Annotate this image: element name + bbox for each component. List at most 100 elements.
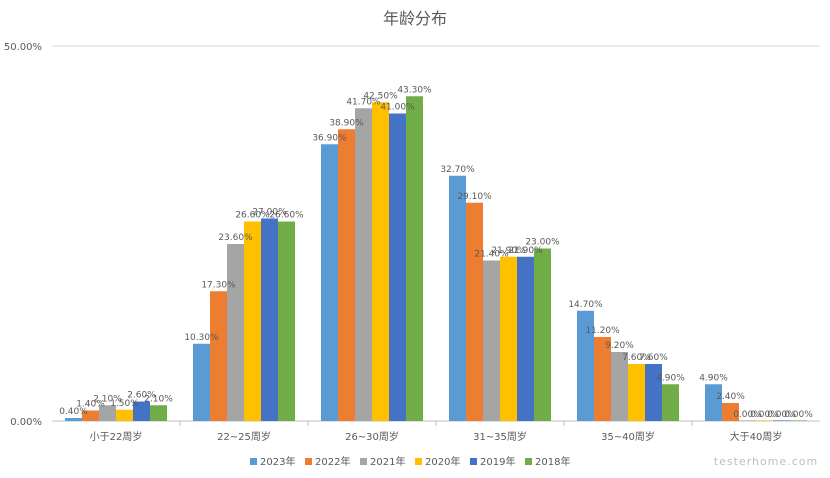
data-label: 32.70% (440, 165, 475, 175)
category-labels-layer: 小于22周岁 22~25周岁 26~30周岁 31~35周岁 35~40周岁 大于40周岁 (90, 430, 783, 443)
legend-swatch (525, 458, 532, 465)
bar (773, 420, 790, 421)
data-label: 42.50% (363, 91, 398, 101)
bar (483, 260, 500, 421)
data-label: 11.20% (585, 326, 620, 336)
x-tick-label: 26~30周岁 (345, 430, 399, 443)
data-label: 0.00% (750, 410, 779, 420)
legend-swatch (360, 458, 367, 465)
data-label: 29.10% (457, 192, 492, 202)
bars-layer (65, 96, 807, 426)
bar (628, 364, 645, 421)
bar (406, 96, 423, 421)
legend-swatch (250, 458, 257, 465)
data-label: 2.10% (93, 394, 122, 404)
bar (517, 256, 534, 421)
bar (662, 384, 679, 421)
bar (65, 418, 82, 421)
data-label: 4.90% (699, 373, 728, 383)
bar (705, 384, 722, 421)
bar (449, 175, 466, 421)
y-tick-label-min: 0.00% (10, 417, 42, 428)
data-label: 0.00% (784, 410, 813, 420)
data-label: 21.90% (508, 246, 543, 256)
bar (756, 420, 773, 421)
bar (611, 352, 628, 421)
data-label: 0.40% (59, 407, 88, 417)
bar (355, 108, 372, 421)
data-label: 9.20% (605, 341, 634, 351)
legend-swatch (415, 458, 422, 465)
data-label: 36.90% (312, 133, 347, 143)
data-label: 41.70% (346, 97, 381, 107)
data-label: 4.90% (656, 373, 685, 383)
data-label: 7.60% (639, 353, 668, 363)
bar (722, 403, 739, 421)
bar (372, 102, 389, 421)
bar (466, 202, 483, 421)
x-tick-label: 31~35周岁 (473, 430, 527, 443)
legend-label: 2019年 (480, 455, 515, 468)
legend-swatch (470, 458, 477, 465)
data-label: 7.60% (622, 353, 651, 363)
x-tick-label: 小于22周岁 (90, 430, 143, 443)
data-label: 10.30% (184, 333, 219, 343)
data-label: 0.00% (767, 410, 796, 420)
data-label: 21.90% (491, 246, 526, 256)
data-label: 17.30% (201, 280, 236, 290)
bar (594, 337, 611, 421)
legend-label: 2022年 (315, 455, 350, 468)
bar (790, 420, 807, 421)
bar (193, 343, 210, 421)
data-label: 38.90% (329, 118, 364, 128)
bar (577, 310, 594, 421)
bar (99, 405, 116, 421)
chart-title: 年龄分布 (383, 9, 447, 28)
data-label: 2.40% (716, 392, 745, 402)
x-tick-label: 大于40周岁 (730, 430, 783, 443)
data-label: 0.00% (733, 410, 762, 420)
data-label: 26.60% (235, 211, 270, 221)
data-label: 2.10% (144, 394, 173, 404)
data-label: 43.30% (397, 85, 432, 95)
data-label: 23.00% (525, 238, 560, 248)
legend-label: 2018年 (535, 455, 570, 468)
x-tick-label: 22~25周岁 (217, 430, 271, 443)
data-label: 41.00% (380, 103, 415, 113)
bar (227, 244, 244, 421)
bar (338, 129, 355, 421)
data-label: 26.60% (269, 211, 304, 221)
bar (261, 218, 278, 421)
legend-label: 2021年 (370, 455, 405, 468)
legend: 2023年 2022年 2021年 2020年 2019年 2018年 (250, 455, 570, 468)
value-labels-layer: 0.40%1.40%2.10%1.50%2.60%2.10%10.30%17.3… (59, 85, 813, 420)
data-label: 23.60% (218, 233, 253, 243)
bar (133, 401, 150, 421)
bar (739, 420, 756, 421)
bar (321, 144, 338, 421)
y-tick-label-max: 50.00% (4, 42, 42, 53)
bar (389, 113, 406, 421)
legend-label: 2020年 (425, 455, 460, 468)
bar (278, 221, 295, 421)
data-label: 1.50% (110, 399, 139, 409)
x-tick-label: 35~40周岁 (601, 430, 655, 443)
bar (150, 405, 167, 421)
bar (210, 291, 227, 421)
legend-swatch (305, 458, 312, 465)
bar (500, 256, 517, 421)
bar (82, 410, 99, 421)
bar (534, 248, 551, 421)
legend-label: 2023年 (260, 455, 295, 468)
data-label: 2.60% (127, 391, 156, 401)
watermark: testerhome.com (714, 455, 818, 468)
bar (116, 409, 133, 421)
data-label: 27.00% (252, 208, 287, 218)
bar (645, 364, 662, 421)
data-label: 14.70% (568, 300, 603, 310)
bar (244, 221, 261, 421)
data-label: 1.40% (76, 400, 105, 410)
data-label: 21.40% (474, 250, 509, 260)
